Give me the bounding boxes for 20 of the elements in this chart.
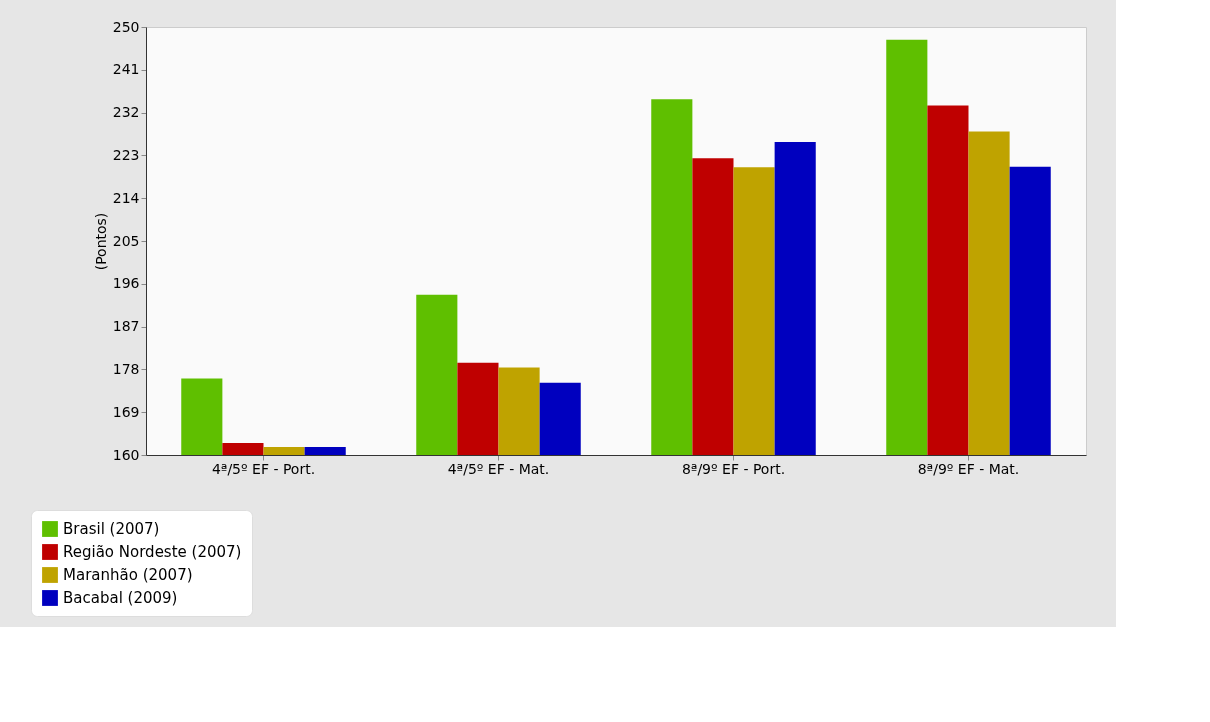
legend-label: Maranhão (2007) — [63, 566, 193, 584]
legend-label: Brasil (2007) — [63, 520, 160, 538]
y-tick-label: 160 — [112, 446, 140, 463]
y-tick-label: 178 — [112, 360, 140, 377]
x-tick-label: 8ª/9º EF - Port. — [681, 460, 786, 477]
y-tick-label: 223 — [112, 146, 140, 163]
y-tick-label: 250 — [112, 18, 140, 35]
y-axis-title: (Pontos) — [92, 212, 109, 271]
y-tick-label: 232 — [112, 104, 140, 121]
x-tick-label: 8ª/9º EF - Mat. — [917, 460, 1020, 477]
y-tick-label: 196 — [112, 275, 140, 292]
y-tick-label: 214 — [112, 189, 140, 206]
legend-label: Bacabal (2009) — [63, 589, 178, 607]
x-tick-label: 4ª/5º EF - Mat. — [447, 460, 550, 477]
y-tick-label: 205 — [112, 232, 140, 249]
y-tick-label: 187 — [112, 318, 140, 335]
y-tick-label: 241 — [112, 61, 140, 78]
x-tick-label: 4ª/5º EF - Port. — [211, 460, 316, 477]
legend-label: Região Nordeste (2007) — [63, 543, 242, 561]
y-tick-label: 169 — [112, 403, 140, 420]
